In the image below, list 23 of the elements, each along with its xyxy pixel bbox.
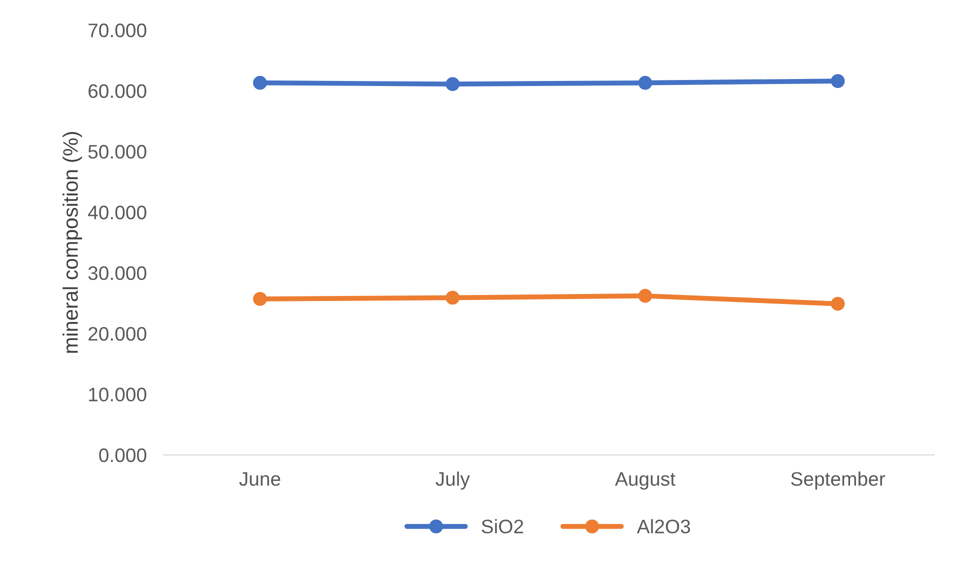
x-tick-label: July bbox=[436, 472, 470, 490]
x-tick-label: September bbox=[791, 472, 886, 490]
y-tick-label: 50.000 bbox=[88, 144, 146, 159]
point bbox=[830, 74, 845, 88]
point bbox=[638, 288, 652, 303]
point bbox=[446, 77, 460, 92]
x-tick-label: August bbox=[614, 472, 676, 490]
x-tick-label: June bbox=[239, 472, 280, 486]
y-tick-label: 30.000 bbox=[88, 266, 146, 280]
point bbox=[253, 292, 267, 306]
point bbox=[253, 76, 267, 90]
legend-label: Al2O3 bbox=[636, 519, 690, 534]
legend-label: SiO2 bbox=[482, 519, 524, 534]
y-tick-label: 10.000 bbox=[89, 388, 146, 402]
y-tick-label: 40.000 bbox=[88, 206, 146, 220]
y-tick-label: 0.000 bbox=[99, 448, 146, 462]
y-tick-label: 60.000 bbox=[88, 84, 146, 98]
y-tick-label: 70.000 bbox=[88, 24, 146, 38]
y-tick-label: 20.000 bbox=[88, 326, 146, 341]
point bbox=[830, 296, 845, 311]
point bbox=[446, 290, 460, 305]
point bbox=[638, 76, 652, 90]
y-axis-title: mineral composition (%) bbox=[62, 132, 82, 353]
